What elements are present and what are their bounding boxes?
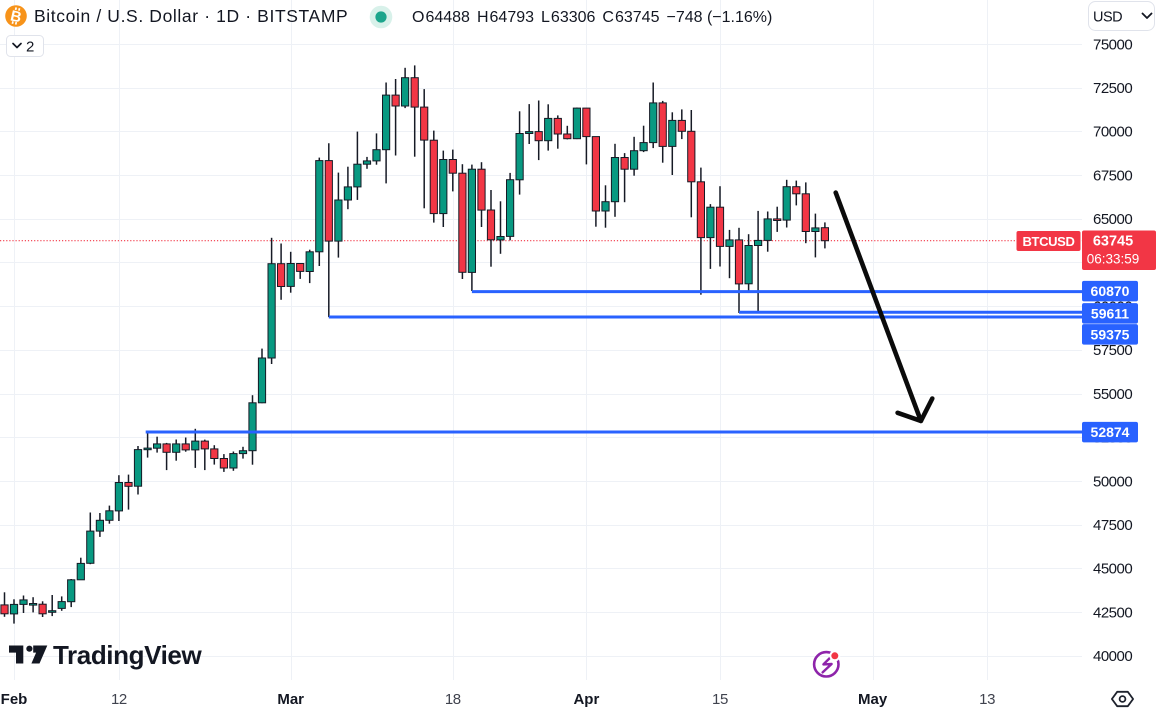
svg-text:55000: 55000 — [1093, 386, 1132, 403]
svg-text:75000: 75000 — [1093, 36, 1132, 53]
svg-text:60870: 60870 — [1091, 283, 1130, 299]
svg-text:15: 15 — [712, 691, 728, 708]
svg-text:59611: 59611 — [1091, 305, 1129, 321]
svg-text:45000: 45000 — [1093, 561, 1132, 578]
svg-text:TradingView: TradingView — [53, 640, 202, 670]
svg-text:65000: 65000 — [1093, 211, 1132, 228]
svg-text:67500: 67500 — [1093, 167, 1132, 184]
svg-text:57500: 57500 — [1093, 342, 1132, 359]
svg-text:Feb: Feb — [1, 691, 28, 708]
svg-text:12: 12 — [111, 691, 127, 708]
svg-text:May: May — [858, 691, 888, 708]
svg-text:59375: 59375 — [1091, 326, 1130, 342]
svg-text:13: 13 — [979, 691, 995, 708]
svg-text:Bitcoin / U.S. Dollar · 1D · B: Bitcoin / U.S. Dollar · 1D · BITSTAMP — [34, 6, 348, 26]
svg-text:Mar: Mar — [277, 691, 304, 708]
svg-text:2: 2 — [26, 39, 34, 56]
svg-text:42500: 42500 — [1093, 604, 1132, 621]
svg-text:40000: 40000 — [1093, 648, 1132, 665]
svg-text:47500: 47500 — [1093, 517, 1132, 534]
svg-text:70000: 70000 — [1093, 124, 1132, 141]
svg-text:18: 18 — [445, 691, 461, 708]
svg-text:06:33:59: 06:33:59 — [1087, 252, 1140, 267]
svg-text:Apr: Apr — [573, 691, 599, 708]
svg-text:63745: 63745 — [1093, 234, 1133, 250]
svg-text:52874: 52874 — [1091, 424, 1130, 440]
svg-text:BTCUSD: BTCUSD — [1022, 234, 1074, 249]
svg-text:USD: USD — [1093, 9, 1122, 25]
svg-text:72500: 72500 — [1093, 80, 1132, 97]
svg-text:50000: 50000 — [1093, 473, 1132, 490]
